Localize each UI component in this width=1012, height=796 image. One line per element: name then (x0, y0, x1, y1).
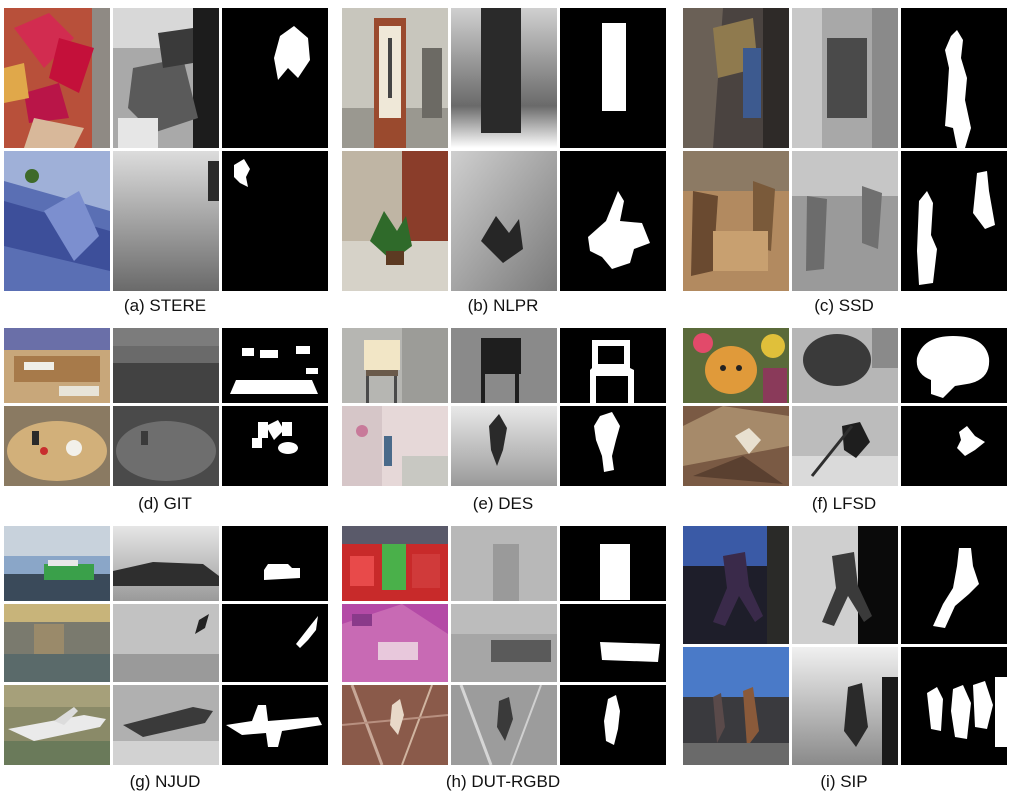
caption-des: (e) DES (472, 494, 534, 513)
stere-rgb-2 (4, 151, 110, 291)
njud-mask-1 (222, 526, 328, 601)
nlpr-rgb-2 (342, 151, 448, 291)
des-rgb-1 (342, 328, 448, 403)
ssd-mask-2 (901, 151, 1007, 291)
dut-mask-1 (560, 526, 666, 601)
panel-sip: (i) SIP (683, 526, 1007, 796)
nlpr-depth-2 (451, 151, 557, 291)
njud-rgb-3 (4, 685, 110, 765)
stere-depth-1 (113, 8, 219, 148)
panel-nlpr: (b) NLPR (342, 8, 666, 320)
caption-git: (d) GIT (138, 494, 192, 513)
dut-depth-1 (451, 526, 557, 601)
stere-mask-1 (222, 8, 328, 148)
git-depth-2 (113, 406, 219, 486)
des-mask-1 (560, 328, 666, 403)
stere-depth-2 (113, 151, 219, 291)
des-depth-1 (451, 328, 557, 403)
git-mask-1 (222, 328, 328, 403)
git-rgb-1 (4, 328, 110, 403)
panel-ssd: (c) SSD (683, 8, 1007, 320)
panel-dut: (h) DUT-RGBD (342, 526, 666, 796)
njud-mask-2 (222, 604, 328, 682)
lfsd-depth-2 (792, 406, 898, 486)
njud-mask-3 (222, 685, 328, 765)
njud-depth-2 (113, 604, 219, 682)
stere-mask-2 (222, 151, 328, 291)
git-rgb-2 (4, 406, 110, 486)
lfsd-rgb-1 (683, 328, 789, 403)
caption-dut: (h) DUT-RGBD (445, 772, 561, 791)
caption-njud: (g) NJUD (129, 772, 201, 791)
des-rgb-2 (342, 406, 448, 486)
njud-depth-3 (113, 685, 219, 765)
caption-nlpr: (b) NLPR (467, 296, 539, 315)
panel-njud: (g) NJUD (4, 526, 328, 796)
dut-rgb-1 (342, 526, 448, 601)
lfsd-mask-2 (901, 406, 1007, 486)
ssd-depth-1 (792, 8, 898, 148)
panel-stere: (a) STERE (4, 8, 328, 320)
caption-stere: (a) STERE (123, 296, 207, 315)
dut-rgb-2 (342, 604, 448, 682)
git-mask-2 (222, 406, 328, 486)
sip-mask-2 (901, 647, 1007, 765)
stere-rgb-1 (4, 8, 110, 148)
panel-des: (e) DES (342, 328, 666, 518)
njud-rgb-2 (4, 604, 110, 682)
lfsd-rgb-2 (683, 406, 789, 486)
sip-rgb-2 (683, 647, 789, 765)
caption-sip: (i) SIP (820, 772, 868, 791)
sip-mask-1 (901, 526, 1007, 644)
dut-rgb-3 (342, 685, 448, 765)
njud-rgb-1 (4, 526, 110, 601)
sip-depth-2 (792, 647, 898, 765)
lfsd-depth-1 (792, 328, 898, 403)
nlpr-depth-1 (451, 8, 557, 148)
ssd-rgb-2 (683, 151, 789, 291)
lfsd-mask-1 (901, 328, 1007, 403)
des-depth-2 (451, 406, 557, 486)
dut-depth-3 (451, 685, 557, 765)
caption-ssd: (c) SSD (814, 296, 874, 315)
nlpr-rgb-1 (342, 8, 448, 148)
nlpr-mask-2 (560, 151, 666, 291)
des-mask-2 (560, 406, 666, 486)
git-depth-1 (113, 328, 219, 403)
njud-depth-1 (113, 526, 219, 601)
sip-rgb-1 (683, 526, 789, 644)
ssd-rgb-1 (683, 8, 789, 148)
ssd-mask-1 (901, 8, 1007, 148)
caption-lfsd: (f) LFSD (811, 494, 877, 513)
panel-git: (d) GIT (4, 328, 328, 518)
panel-lfsd: (f) LFSD (683, 328, 1007, 518)
dut-mask-3 (560, 685, 666, 765)
nlpr-mask-1 (560, 8, 666, 148)
sip-depth-1 (792, 526, 898, 644)
dut-depth-2 (451, 604, 557, 682)
dut-mask-2 (560, 604, 666, 682)
ssd-depth-2 (792, 151, 898, 291)
